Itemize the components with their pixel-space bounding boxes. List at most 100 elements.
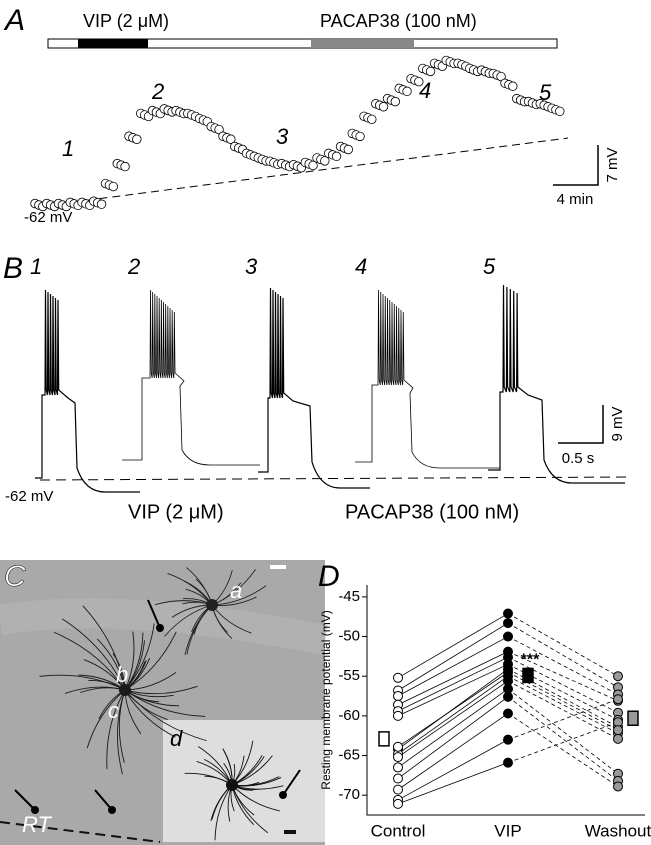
- dendrite: [196, 760, 233, 786]
- data-point: [390, 96, 401, 107]
- dendrite: [124, 689, 207, 742]
- mean-marker: [522, 667, 534, 684]
- data-point: [393, 741, 403, 752]
- voltage-trace: [258, 287, 370, 489]
- dendrite: [184, 580, 213, 606]
- panel-label: B: [3, 252, 23, 285]
- panel-label: D: [318, 560, 340, 593]
- epoch-label: 1: [62, 136, 74, 161]
- y-tick-label: -50: [338, 628, 360, 645]
- mean-marker: [627, 710, 639, 726]
- dendrite: [231, 784, 269, 834]
- voltage-trace: [35, 289, 140, 493]
- trace-label: 4: [355, 254, 367, 279]
- data-point: [613, 725, 623, 736]
- pair-line: [397, 663, 509, 717]
- pair-line: [507, 721, 619, 764]
- dendrite: [39, 674, 126, 691]
- pair-line: [397, 739, 509, 801]
- data-point: [425, 66, 436, 77]
- data-point: [613, 733, 623, 744]
- pair-line: [507, 688, 619, 775]
- drug-timeline: [47, 38, 558, 49]
- epoch-label: 5: [539, 80, 552, 105]
- drug-label: VIP (2 μM): [128, 501, 224, 523]
- x-tick-label: VIP: [494, 821, 521, 840]
- data-point: [613, 694, 623, 705]
- voltage-trace: [355, 289, 500, 469]
- dendrite: [61, 618, 126, 691]
- drug-bar: [78, 39, 148, 48]
- dendrite: [211, 604, 233, 639]
- dendrite: [211, 585, 267, 606]
- dendrite: [117, 689, 126, 775]
- baseline-label: -62 mV: [24, 209, 72, 226]
- cell-label: a: [230, 578, 242, 603]
- cell-label: d: [170, 726, 183, 751]
- scale-bar: [558, 405, 604, 444]
- arrow: [147, 599, 161, 629]
- panel-label: C: [4, 560, 26, 593]
- data-point: [555, 106, 565, 117]
- voltage-trace: [488, 284, 625, 484]
- data-point: [132, 134, 142, 144]
- data-point: [120, 161, 130, 172]
- y-tick-label: -55: [338, 667, 360, 684]
- dendrite: [53, 631, 126, 691]
- pair-line: [507, 698, 619, 741]
- pair-line: [397, 696, 509, 779]
- data-point: [393, 691, 403, 702]
- data-point: [108, 181, 119, 192]
- baseline-label: -62 mV: [5, 488, 53, 505]
- data-point: [343, 144, 354, 155]
- region-label: RT: [22, 812, 52, 837]
- x-tick-label: Washout: [585, 821, 651, 840]
- dendrite: [231, 784, 255, 825]
- pair-line: [397, 680, 509, 758]
- dendrite: [186, 604, 213, 655]
- dendrite: [124, 689, 176, 738]
- arrow-head: [156, 624, 164, 632]
- dendrite: [124, 632, 144, 691]
- pair-line: [507, 613, 619, 677]
- pair-line: [397, 613, 509, 679]
- dendrite: [124, 660, 147, 691]
- mean-marker: [378, 731, 390, 747]
- pair-line: [397, 671, 509, 748]
- data-point: [320, 156, 330, 166]
- dendrite: [231, 784, 253, 791]
- data-point: [414, 76, 424, 87]
- dendrite: [171, 604, 213, 618]
- pair-line: [397, 713, 509, 790]
- dendrite: [164, 604, 213, 637]
- data-point: [503, 734, 513, 745]
- dendrite: [124, 689, 174, 698]
- data-point: [393, 710, 403, 721]
- dendrite: [204, 775, 233, 786]
- y-tick-label: -70: [338, 786, 360, 803]
- dendrite: [211, 582, 242, 606]
- axes: [366, 585, 645, 816]
- arrow: [282, 769, 301, 796]
- pair-line: [507, 696, 619, 782]
- dendrite: [124, 631, 177, 691]
- cell-label: b: [116, 662, 128, 687]
- scale-label: 7 mV: [604, 147, 621, 182]
- data-point: [503, 631, 513, 642]
- baseline-dashed: [39, 476, 631, 481]
- dendrite: [124, 631, 135, 691]
- dendrite: [83, 659, 126, 691]
- dendrite: [185, 588, 213, 606]
- dendrite: [222, 748, 233, 786]
- data-point: [308, 160, 318, 171]
- epoch-label: 2: [151, 79, 164, 104]
- data-point: [503, 667, 513, 678]
- micrograph: [0, 560, 328, 845]
- data-point: [613, 671, 623, 682]
- significance: ***: [521, 652, 540, 669]
- data-point: [503, 618, 513, 629]
- pair-line: [397, 656, 509, 712]
- data-point: [393, 773, 403, 784]
